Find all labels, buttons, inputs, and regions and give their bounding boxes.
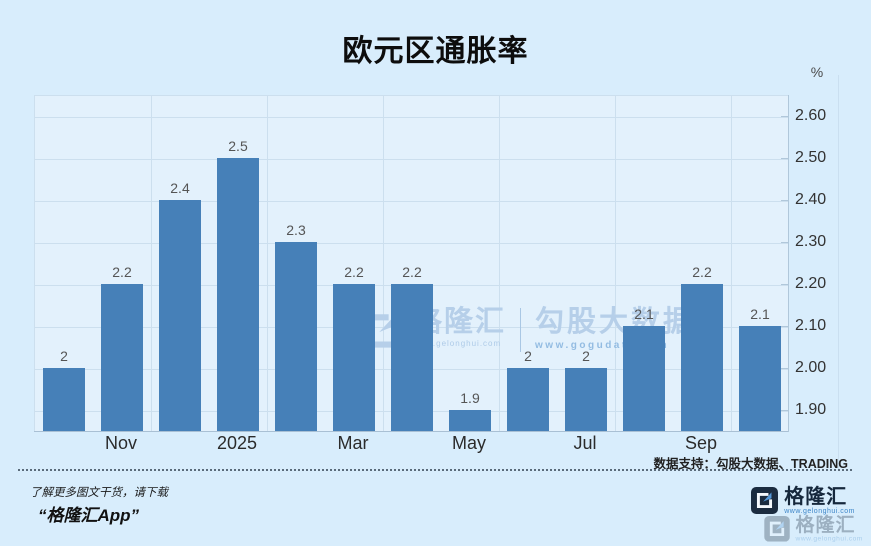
h-gridline xyxy=(35,159,789,160)
x-tick-label: Jul xyxy=(573,433,597,453)
y-axis-tick xyxy=(781,158,788,159)
bar-value-label: 2.2 xyxy=(344,264,364,280)
footer-promo-line1: 了解更多图文干货，请下载 xyxy=(30,487,168,499)
bar xyxy=(101,284,143,431)
x-tick-label: Nov xyxy=(104,433,138,453)
y-axis-tick xyxy=(781,368,788,369)
bar xyxy=(391,284,433,431)
y-axis-tick xyxy=(781,116,788,117)
v-gridline xyxy=(267,96,268,432)
data-source-note: 数据支持：勾股大数据、TRADING xyxy=(653,457,848,471)
bar-value-label: 2.1 xyxy=(750,306,770,322)
bar-value-label: 2.2 xyxy=(112,264,132,280)
watermark-divider xyxy=(520,308,522,352)
bar xyxy=(217,158,259,431)
footer-logo-text-block: 格隆汇 www.gelonghui.com xyxy=(796,516,863,543)
bar xyxy=(681,284,723,431)
x-tick-label: 2025 xyxy=(216,433,258,453)
v-gridline xyxy=(383,96,384,432)
dotted-separator xyxy=(18,469,852,471)
footer-logo-url: www.gelonghui.com xyxy=(795,535,863,543)
bar-value-label: 2.1 xyxy=(634,306,654,322)
y-axis-tick xyxy=(781,242,788,243)
gelonghui-footer-logo-faded: 格隆汇 www.gelonghui.com xyxy=(764,516,863,543)
y-tick-label: 1.90 xyxy=(795,401,827,418)
bar xyxy=(159,200,201,431)
bar-value-label: 2.5 xyxy=(228,138,248,154)
gelonghui-logo-icon xyxy=(751,487,779,514)
h-gridline xyxy=(35,201,789,202)
y-tick-label: 2.40 xyxy=(795,191,827,208)
footer-logo-url: www.gelonghui.com xyxy=(784,508,855,515)
y-axis-tick xyxy=(781,284,788,285)
bar-value-label: 2.3 xyxy=(286,222,306,238)
bar xyxy=(449,410,491,431)
x-tick-label: Sep xyxy=(684,433,718,453)
y-tick-label: 2.00 xyxy=(795,359,827,376)
gelonghui-footer-logo: 格隆汇 www.gelonghui.com xyxy=(751,487,855,515)
x-tick-label: Mar xyxy=(337,433,369,453)
bar xyxy=(739,326,781,431)
bar-value-label: 2 xyxy=(582,348,590,364)
footer-promo-line2: “格隆汇App” xyxy=(38,506,140,525)
y-axis-line xyxy=(788,95,789,432)
h-gridline xyxy=(35,117,789,118)
y-tick-label: 2.30 xyxy=(795,233,827,250)
y-tick-label: 2.20 xyxy=(795,275,827,292)
bar xyxy=(565,368,607,431)
y-tick-label: 2.10 xyxy=(795,317,827,334)
bar xyxy=(333,284,375,431)
y-axis-tick xyxy=(781,200,788,201)
bar-value-label: 1.9 xyxy=(460,390,480,406)
bar xyxy=(507,368,549,431)
y-axis-tick xyxy=(781,410,788,411)
bar xyxy=(623,326,665,431)
y-tick-label: 2.60 xyxy=(795,107,827,124)
bar-value-label: 2 xyxy=(524,348,532,364)
bar-value-label: 2.4 xyxy=(170,180,190,196)
y-tick-label: 2.50 xyxy=(795,149,827,166)
v-gridline xyxy=(151,96,152,432)
x-axis-line xyxy=(34,431,788,432)
v-gridline xyxy=(731,96,732,432)
bar-value-label: 2 xyxy=(60,348,68,364)
h-gridline xyxy=(35,243,789,244)
bar xyxy=(275,242,317,431)
v-gridline xyxy=(615,96,616,432)
y-axis-tick xyxy=(781,326,788,327)
y-axis-unit-label: % xyxy=(810,64,824,80)
v-gridline xyxy=(499,96,500,432)
footer-logo-brand: 格隆汇 xyxy=(795,515,856,536)
gelonghui-logo-icon xyxy=(764,516,791,542)
footer-logo-brand: 格隆汇 xyxy=(784,486,848,508)
plot-area: 格隆汇 www.gelonghui.com 勾股大数据 www.gogudata… xyxy=(34,95,789,432)
bar-value-label: 2.2 xyxy=(402,264,422,280)
footer-logo-text-block: 格隆汇 www.gelonghui.com xyxy=(784,487,855,515)
x-tick-label: May xyxy=(451,433,487,453)
panel-right-border xyxy=(838,75,839,470)
bar-value-label: 2.2 xyxy=(692,264,712,280)
chart-title: 欧元区通胀率 xyxy=(342,35,529,68)
bar xyxy=(43,368,85,431)
